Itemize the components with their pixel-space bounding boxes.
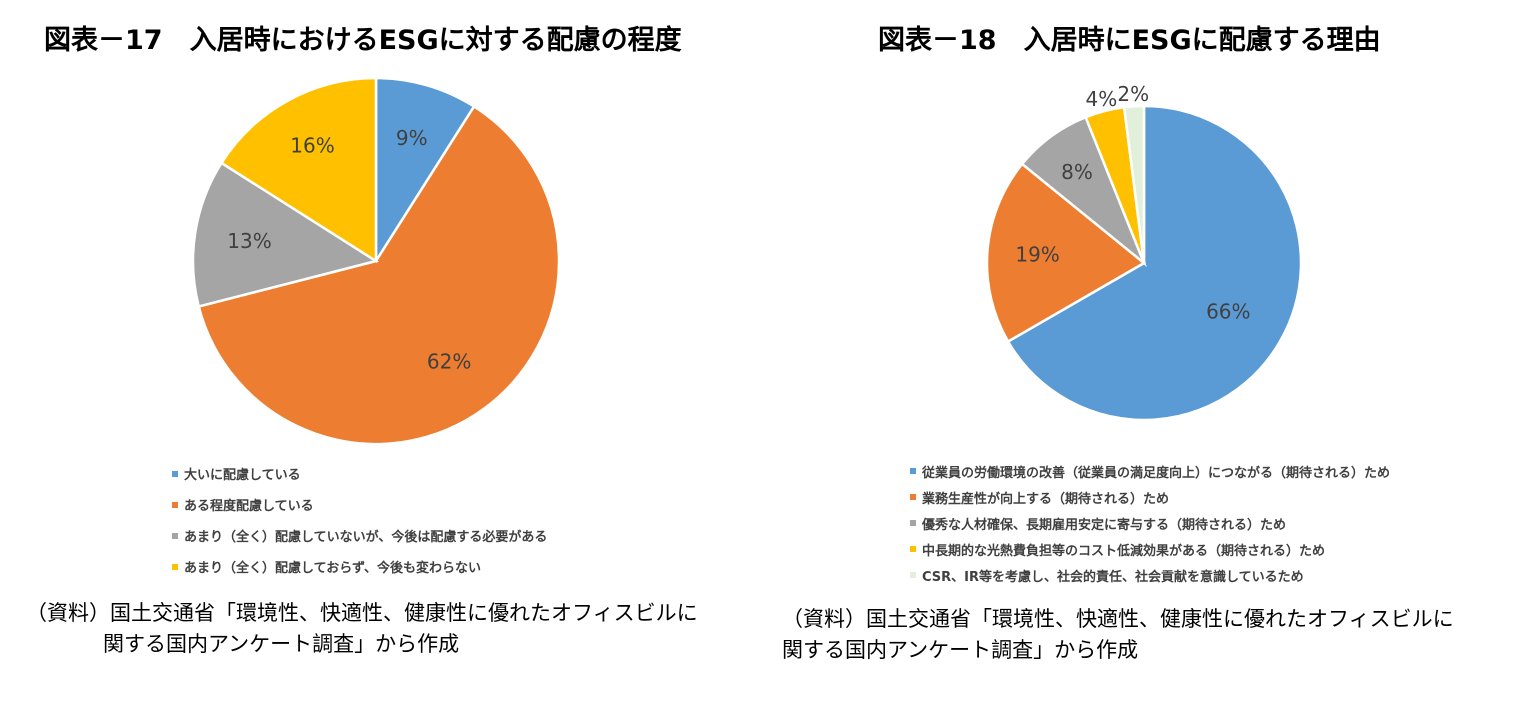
legend-label: 大いに配慮している: [184, 468, 301, 483]
data-label: 9%: [396, 126, 428, 150]
pie-slice: [1006, 104, 1303, 422]
source-note: （資料）国土交通省「環境性、快適性、健康性に優れたオフィスビルに 関する国内アン…: [26, 598, 698, 660]
data-label: 8%: [1061, 160, 1093, 184]
legend-item: ある程度配慮している: [172, 489, 547, 520]
legend-swatch: [172, 470, 178, 477]
chart-panel-esg-reasons: 図表－18 入居時にESGに配慮する理由 66% 19% 8% 4% 2% 従業員の労働…: [760, 0, 1520, 704]
legend-item: あまり（全く）配慮していないが、今後は配慮する必要がある: [172, 520, 547, 551]
data-label: 66%: [1206, 300, 1250, 324]
chart-title: 図表－18 入居時にESGに配慮する理由: [878, 25, 1381, 56]
legend-label: 中長期的な光熱費負担等のコスト低減効果がある（期待される）ため: [922, 543, 1326, 559]
data-label: 16%: [290, 134, 334, 158]
legend-label: あまり（全く）配慮していないが、今後は配慮する必要がある: [184, 530, 548, 545]
legend-item: 中長期的な光熱費負担等のコスト低減効果がある（期待される）ため: [910, 536, 1390, 562]
legend-swatch: [172, 563, 178, 570]
chart-title: 図表－17 入居時におけるESGに対する配慮の程度: [44, 25, 682, 56]
pie-chart-esg-reasons: 66% 19% 8% 4% 2%: [985, 82, 1303, 422]
data-label: 4%: [1086, 87, 1118, 111]
source-line-1: （資料）国土交通省「環境性、快適性、健康性に優れたオフィスビルに: [782, 607, 1454, 631]
pie-slice: [1122, 104, 1146, 264]
legend-label: あまり（全く）配慮しておらず、今後も変わらない: [184, 561, 482, 576]
data-label: 19%: [1015, 243, 1059, 267]
legend-item: 業務生産性が向上する（期待される）ため: [910, 484, 1390, 510]
data-label: 2%: [1117, 82, 1149, 106]
chart-panel-esg-consideration: 図表－17 入居時におけるESGに対する配慮の程度 9% 62% 13% 16% 大い…: [26, 25, 698, 660]
legend-item: 優秀な人材確保、長期雇用安定に寄与する（期待される）ため: [910, 510, 1390, 536]
legend-item: あまり（全く）配慮しておらず、今後も変わらない: [172, 551, 547, 582]
data-label: 13%: [227, 229, 271, 253]
legend-label: ある程度配慮している: [184, 499, 314, 514]
pie-slice: [985, 162, 1147, 344]
legend-label: 優秀な人材確保、長期雇用安定に寄与する（期待される）ため: [922, 517, 1287, 533]
source-line-1: （資料）国土交通省「環境性、快適性、健康性に優れたオフィスビルに: [26, 601, 698, 625]
pie-slice: [219, 76, 378, 264]
pie-slice: [191, 161, 380, 309]
pie-chart-esg-consideration: 9% 62% 13% 16%: [191, 76, 561, 446]
legend-item: 従業員の労働環境の改善（従業員の満足度向上）につながる（期待される）ため: [910, 458, 1390, 484]
source-line-2: 関する国内アンケート調査」から作成: [103, 632, 460, 656]
legend-label: 業務生産性が向上する（期待される）ため: [922, 491, 1170, 507]
legend-swatch: [172, 501, 178, 508]
legend-swatch: [910, 494, 916, 500]
legend-item: 大いに配慮している: [172, 458, 547, 489]
legend-swatch: [910, 572, 916, 578]
data-label: 62%: [427, 350, 471, 374]
legend-swatch: [172, 532, 178, 539]
legend-swatch: [910, 520, 916, 526]
legend-item: CSR、IR等を考慮し、社会的責任、社会貢献を意識しているため: [910, 562, 1390, 588]
legend-label: 従業員の労働環境の改善（従業員の満足度向上）につながる（期待される）ため: [922, 465, 1391, 481]
chart-legend: 従業員の労働環境の改善（従業員の満足度向上）につながる（期待される）ため 業務生…: [910, 458, 1390, 588]
chart-legend: 大いに配慮している ある程度配慮している あまり（全く）配慮していないが、今後は…: [172, 458, 547, 582]
pie-slice: [197, 104, 561, 446]
legend-label: CSR、IR等を考慮し、社会的責任、社会貢献を意識しているため: [922, 569, 1304, 585]
source-note: （資料）国土交通省「環境性、快適性、健康性に優れたオフィスビルに 関する国内アン…: [782, 604, 1454, 666]
legend-swatch: [910, 546, 916, 552]
pie-slice: [374, 76, 476, 266]
legend-swatch: [910, 468, 916, 474]
source-line-2: 関する国内アンケート調査」から作成: [782, 638, 1139, 662]
